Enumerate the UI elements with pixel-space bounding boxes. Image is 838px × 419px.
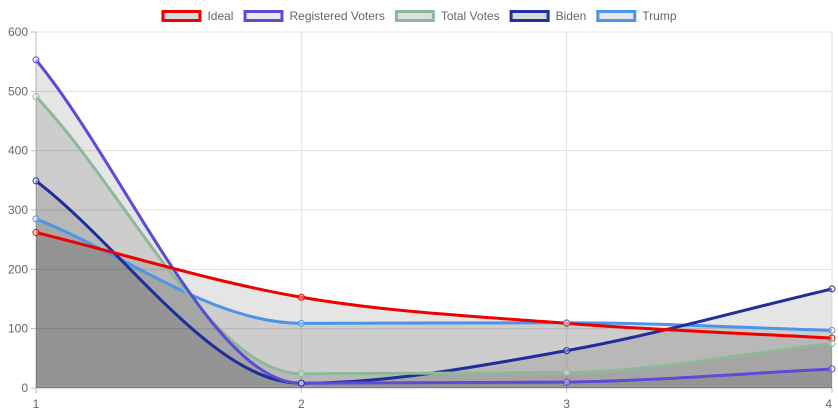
y-tick-label: 400 (8, 144, 28, 158)
line-trump (35, 217, 833, 332)
line-ideal (35, 231, 833, 340)
series-points (32, 56, 836, 387)
line-total-votes (34, 95, 833, 376)
legend: Ideal Registered Voters Total Votes Biden Tr… (161, 9, 677, 23)
point-registered-voters (828, 365, 836, 373)
area-registered-voters (36, 59, 832, 389)
legend-label: Biden (556, 9, 587, 23)
legend-label: Ideal (207, 9, 233, 23)
legend-item-trump: Trump (596, 9, 677, 23)
y-tick-label: 600 (8, 25, 28, 39)
point-trump (297, 319, 305, 327)
point-registered-voters (563, 378, 571, 386)
point-registered-voters (32, 56, 40, 64)
line-registered-voters (34, 58, 833, 385)
y-tick-label: 100 (8, 322, 28, 336)
legend-swatch (394, 10, 435, 22)
legend-item-biden: Biden (509, 9, 587, 23)
legend-item-registered-voters: Registered Voters (243, 9, 385, 23)
point-ideal (32, 229, 40, 237)
line-biden (35, 179, 833, 385)
point-trump (828, 326, 836, 334)
point-total-votes (563, 369, 571, 377)
legend-item-total-votes: Total Votes (394, 9, 500, 23)
x-tick-label: 1 (33, 397, 40, 411)
point-trump (32, 215, 40, 223)
legend-label: Total Votes (441, 9, 500, 23)
area-total-votes (36, 96, 832, 388)
point-trump (563, 319, 571, 327)
legend-swatch (161, 10, 202, 22)
x-tick-label: 4 (825, 397, 832, 411)
point-total-votes (32, 93, 40, 101)
y-tick-label: 0 (21, 381, 28, 395)
area-biden (36, 180, 832, 388)
y-tick-label: 300 (8, 203, 28, 217)
y-tick-label: 200 (8, 262, 28, 276)
legend-swatch (243, 10, 284, 22)
x-tick-label: 3 (563, 397, 570, 411)
series-lines (34, 58, 833, 385)
legend-item-ideal: Ideal (161, 9, 233, 23)
y-tick-label: 500 (8, 84, 28, 98)
x-tick-label: 2 (298, 397, 305, 411)
point-biden (32, 177, 40, 185)
legend-swatch (509, 10, 550, 22)
point-biden (297, 379, 305, 387)
point-ideal (297, 293, 305, 301)
legend-swatch (596, 10, 637, 22)
point-biden (828, 285, 836, 293)
legend-label: Registered Voters (289, 9, 384, 23)
point-total-votes (828, 340, 836, 347)
area-fills (36, 59, 832, 389)
point-total-votes (297, 370, 305, 378)
point-biden (563, 347, 571, 355)
point-ideal (828, 334, 836, 342)
legend-label: Trump (642, 9, 677, 23)
